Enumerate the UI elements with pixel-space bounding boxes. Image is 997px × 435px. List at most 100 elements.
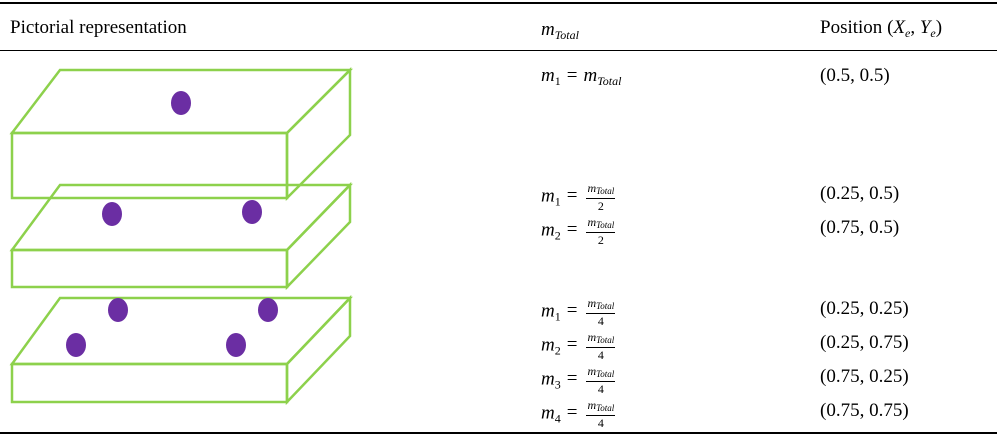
numerator: mTotal — [586, 215, 616, 233]
header-col3: Position (Xe, Ye) — [820, 16, 942, 45]
sep: , — [910, 17, 916, 38]
formula: m3 = mTotal 4 — [541, 364, 616, 396]
math-sub: Total — [596, 403, 614, 413]
sub-text: Total — [596, 301, 615, 311]
formula: m1 = mTotal 4 — [541, 297, 616, 328]
math-var: m — [587, 364, 597, 378]
mass-dot — [66, 333, 86, 357]
sub-text: Total — [596, 369, 615, 379]
fraction: mTotal 4 — [586, 364, 616, 396]
mass-dot — [108, 298, 128, 322]
denominator: 2 — [597, 199, 604, 213]
header-col1: Pictorial representation — [10, 17, 187, 38]
math-sub: Total — [596, 301, 614, 311]
equals: = — [566, 368, 578, 390]
math-sub: Total — [596, 369, 614, 379]
denominator: 2 — [597, 233, 604, 247]
mass-dot — [102, 202, 122, 226]
math-sub: Total — [596, 186, 614, 196]
index: 1 — [554, 309, 561, 324]
math-var: Y — [919, 17, 931, 38]
math-var: m — [587, 398, 597, 412]
math-var: X — [893, 17, 905, 38]
formula: m2 = mTotal 2 — [541, 215, 616, 247]
equals: = — [566, 402, 578, 424]
denominator: 4 — [597, 382, 604, 396]
position: (0.5, 0.5) — [820, 65, 890, 86]
sub-text: Total — [596, 335, 615, 345]
equals: = — [566, 65, 578, 86]
mass-dot — [226, 333, 246, 357]
formula: m4 = mTotal 4 — [541, 398, 616, 430]
math-sub: Total — [596, 335, 614, 345]
numerator: mTotal — [586, 398, 616, 416]
sub-text: Total — [596, 403, 615, 413]
equals: = — [566, 185, 578, 207]
mass-dot — [258, 298, 278, 322]
numerator: mTotal — [586, 297, 616, 314]
bottom-rule — [0, 432, 997, 434]
equals: = — [566, 219, 578, 241]
mass-dot — [242, 200, 262, 224]
math-var: m — [541, 402, 555, 424]
index: 2 — [554, 343, 561, 358]
position: (0.25, 0.5) — [820, 183, 900, 204]
index: 1 — [554, 194, 561, 209]
math-var: m — [587, 215, 597, 229]
math-var: m — [587, 181, 597, 195]
math-index: 1 — [555, 194, 561, 208]
math-index: 4 — [555, 411, 561, 425]
position: (0.75, 0.5) — [820, 217, 900, 238]
paren: ) — [935, 17, 943, 38]
math-var: m — [541, 300, 555, 322]
index: 3 — [554, 377, 561, 392]
formula: m1 = mTotal 2 — [541, 181, 616, 213]
position: (0.25, 0.25) — [820, 298, 909, 319]
math-sub: Total — [596, 220, 614, 230]
slab-2 — [9, 181, 353, 291]
math-sub: e — [930, 26, 936, 40]
math-index: 1 — [555, 309, 561, 323]
numerator: mTotal — [586, 181, 616, 199]
math-var: m — [541, 65, 555, 86]
math-sub: Total — [554, 28, 579, 42]
math-var: m — [541, 368, 555, 390]
math-sub: e — [905, 26, 911, 40]
fraction: mTotal 4 — [586, 330, 616, 361]
sub-text: Total — [596, 220, 615, 230]
fraction: mTotal 2 — [586, 215, 616, 247]
index: 1 — [554, 74, 561, 88]
formula: m1 = mTotal — [541, 64, 621, 93]
index: 2 — [554, 228, 561, 243]
denominator: 4 — [597, 314, 604, 328]
header-col2: mTotal — [541, 18, 579, 47]
numerator: mTotal — [586, 364, 616, 382]
formula: m 2 = mTotal 4 — [541, 330, 616, 362]
math-index: 1 — [555, 74, 561, 88]
math-sub: Total — [597, 74, 621, 88]
slab-1 — [9, 66, 354, 202]
header-rule — [0, 50, 997, 51]
fraction: mTotal 4 — [586, 398, 616, 430]
math-index: 3 — [555, 377, 561, 391]
position: (0.75, 0.25) — [820, 366, 909, 387]
math-var: m — [583, 65, 598, 86]
fraction: mTotal 4 — [586, 297, 616, 328]
denominator: 4 — [597, 416, 604, 430]
math-var: m — [587, 330, 597, 344]
numerator: mTotal — [586, 330, 616, 348]
math-var: m — [541, 19, 555, 40]
equals: = — [566, 334, 578, 356]
math-var: m — [541, 185, 555, 207]
header-text: Position — [820, 17, 883, 38]
index: 4 — [554, 411, 561, 426]
position: (0.25, 0.75) — [820, 332, 909, 353]
slab-3 — [9, 294, 353, 406]
sub-text: Total — [597, 74, 622, 88]
fraction: mTotal 2 — [586, 181, 616, 213]
top-rule — [0, 2, 997, 4]
mass-dot — [171, 91, 191, 115]
math-index: 2 — [555, 228, 561, 242]
